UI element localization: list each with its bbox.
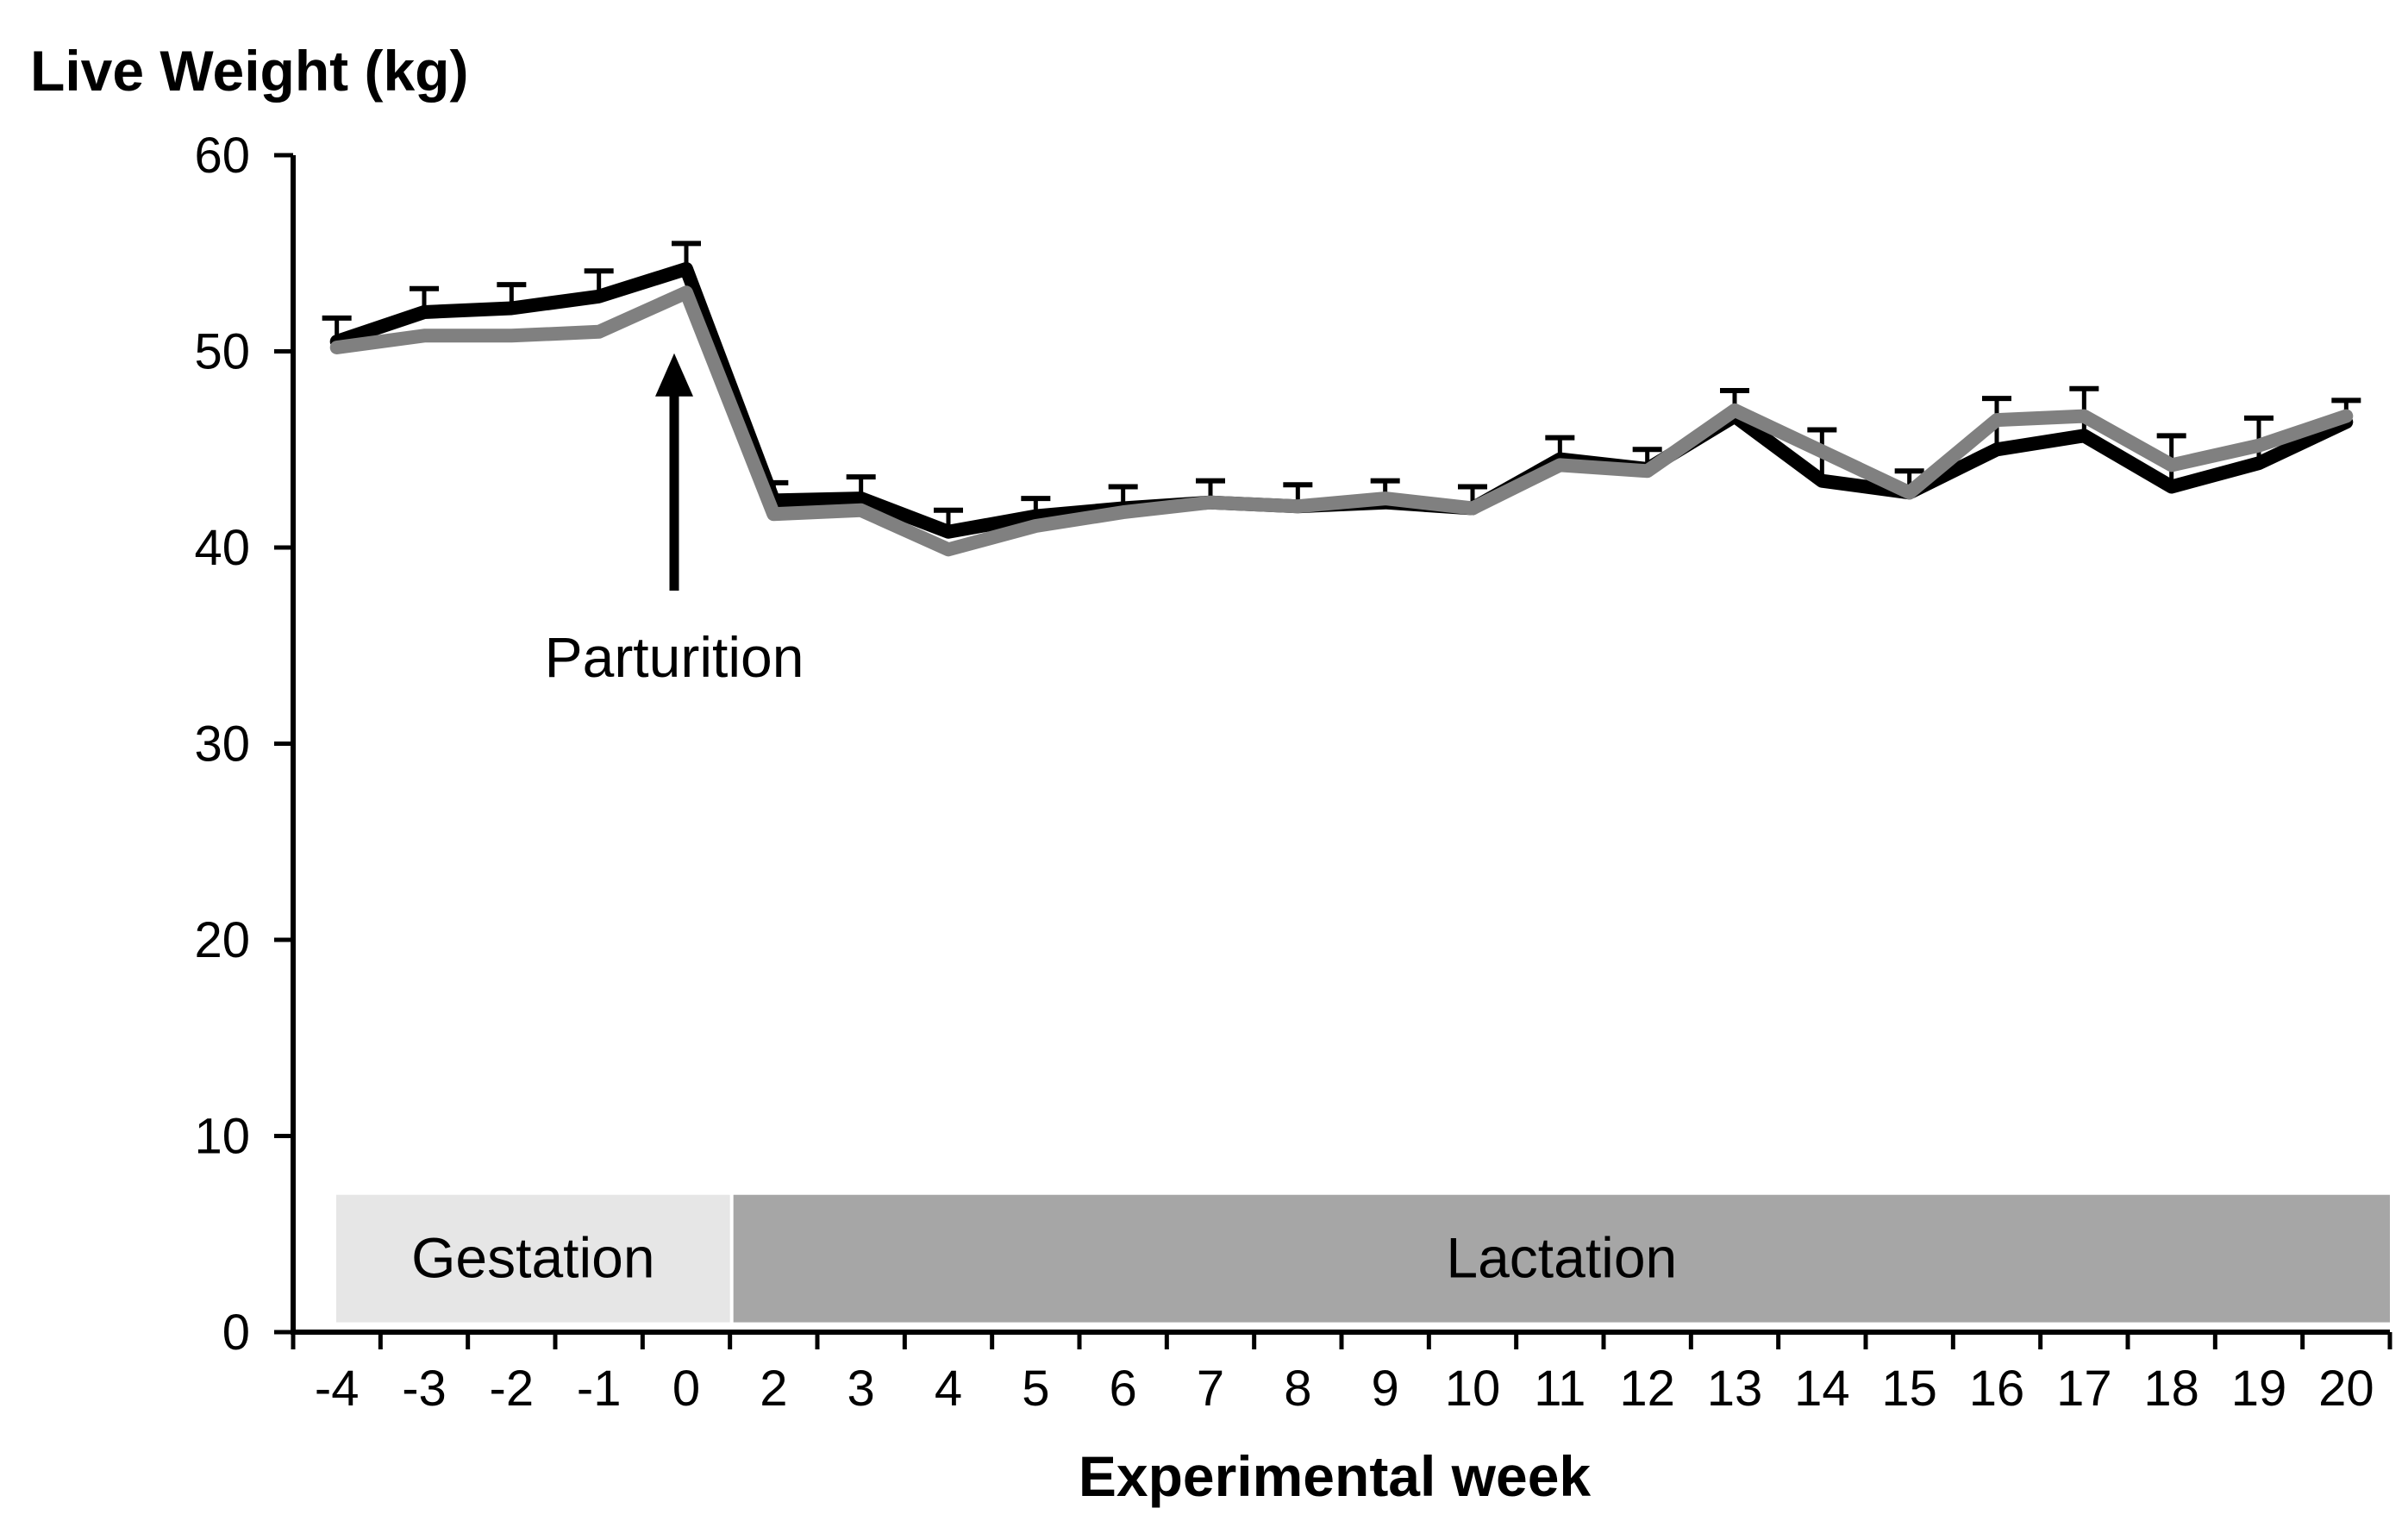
y-tick-label: 0 (222, 1305, 250, 1361)
band-gestation (336, 1194, 730, 1323)
y-tick-label: 10 (194, 1109, 250, 1165)
x-tick-label: 11 (1534, 1361, 1586, 1417)
x-tick-label: 2 (760, 1361, 787, 1417)
x-tick-label: 16 (1969, 1361, 2025, 1417)
x-tick-label: 6 (1110, 1361, 1137, 1417)
annotation-arrow-head (655, 353, 693, 397)
x-tick-label: 8 (1284, 1361, 1311, 1417)
y-tick-label: 40 (194, 520, 250, 576)
annotation-label: Parturition (545, 625, 804, 689)
x-tick-label: 4 (935, 1361, 962, 1417)
x-tick-label: 15 (1881, 1361, 1937, 1417)
x-tick-label: 0 (672, 1361, 700, 1417)
x-tick-label: 5 (1022, 1361, 1049, 1417)
x-tick-label: 14 (1794, 1361, 1850, 1417)
annotations: Parturition (545, 353, 804, 689)
y-tick-label: 30 (194, 717, 250, 773)
axes: 0 10 20 30 40 50 60 -4 -3 -2 -1 0 2 3 4 5 6 7 8 9 10 11 12 13 14… (194, 128, 2392, 1417)
x-tick-label: 7 (1197, 1361, 1224, 1417)
y-tick-label: 50 (194, 324, 250, 380)
band-label-gestation: Gestation (411, 1226, 655, 1290)
x-tick-label: -1 (577, 1361, 622, 1417)
data-series (322, 241, 2361, 557)
x-tick-label: -4 (315, 1361, 360, 1417)
x-tick-label: 18 (2143, 1361, 2199, 1417)
y-axis-title: Live Weight (kg) (30, 39, 468, 103)
x-tick-label: 12 (1619, 1361, 1675, 1417)
y-tick-label: 60 (194, 128, 250, 184)
x-tick-label: 3 (847, 1361, 875, 1417)
x-tick-label: 19 (2231, 1361, 2287, 1417)
x-tick-label: 13 (1707, 1361, 1763, 1417)
band-label-lactation: Lactation (1446, 1226, 1677, 1290)
x-tick-label: 10 (1445, 1361, 1501, 1417)
phase-bands: Gestation Lactation (336, 1194, 2390, 1323)
x-tick-label: 17 (2056, 1361, 2112, 1417)
x-tick-label: -2 (490, 1361, 535, 1417)
y-tick-label: 20 (194, 912, 250, 968)
band-lactation (733, 1194, 2390, 1323)
x-axis-title: Experimental week (1079, 1444, 1592, 1508)
x-tick-label: 9 (1372, 1361, 1399, 1417)
series-line-2 (329, 285, 2354, 557)
x-tick-label: -3 (402, 1361, 447, 1417)
x-tick-label: 20 (2318, 1361, 2374, 1417)
